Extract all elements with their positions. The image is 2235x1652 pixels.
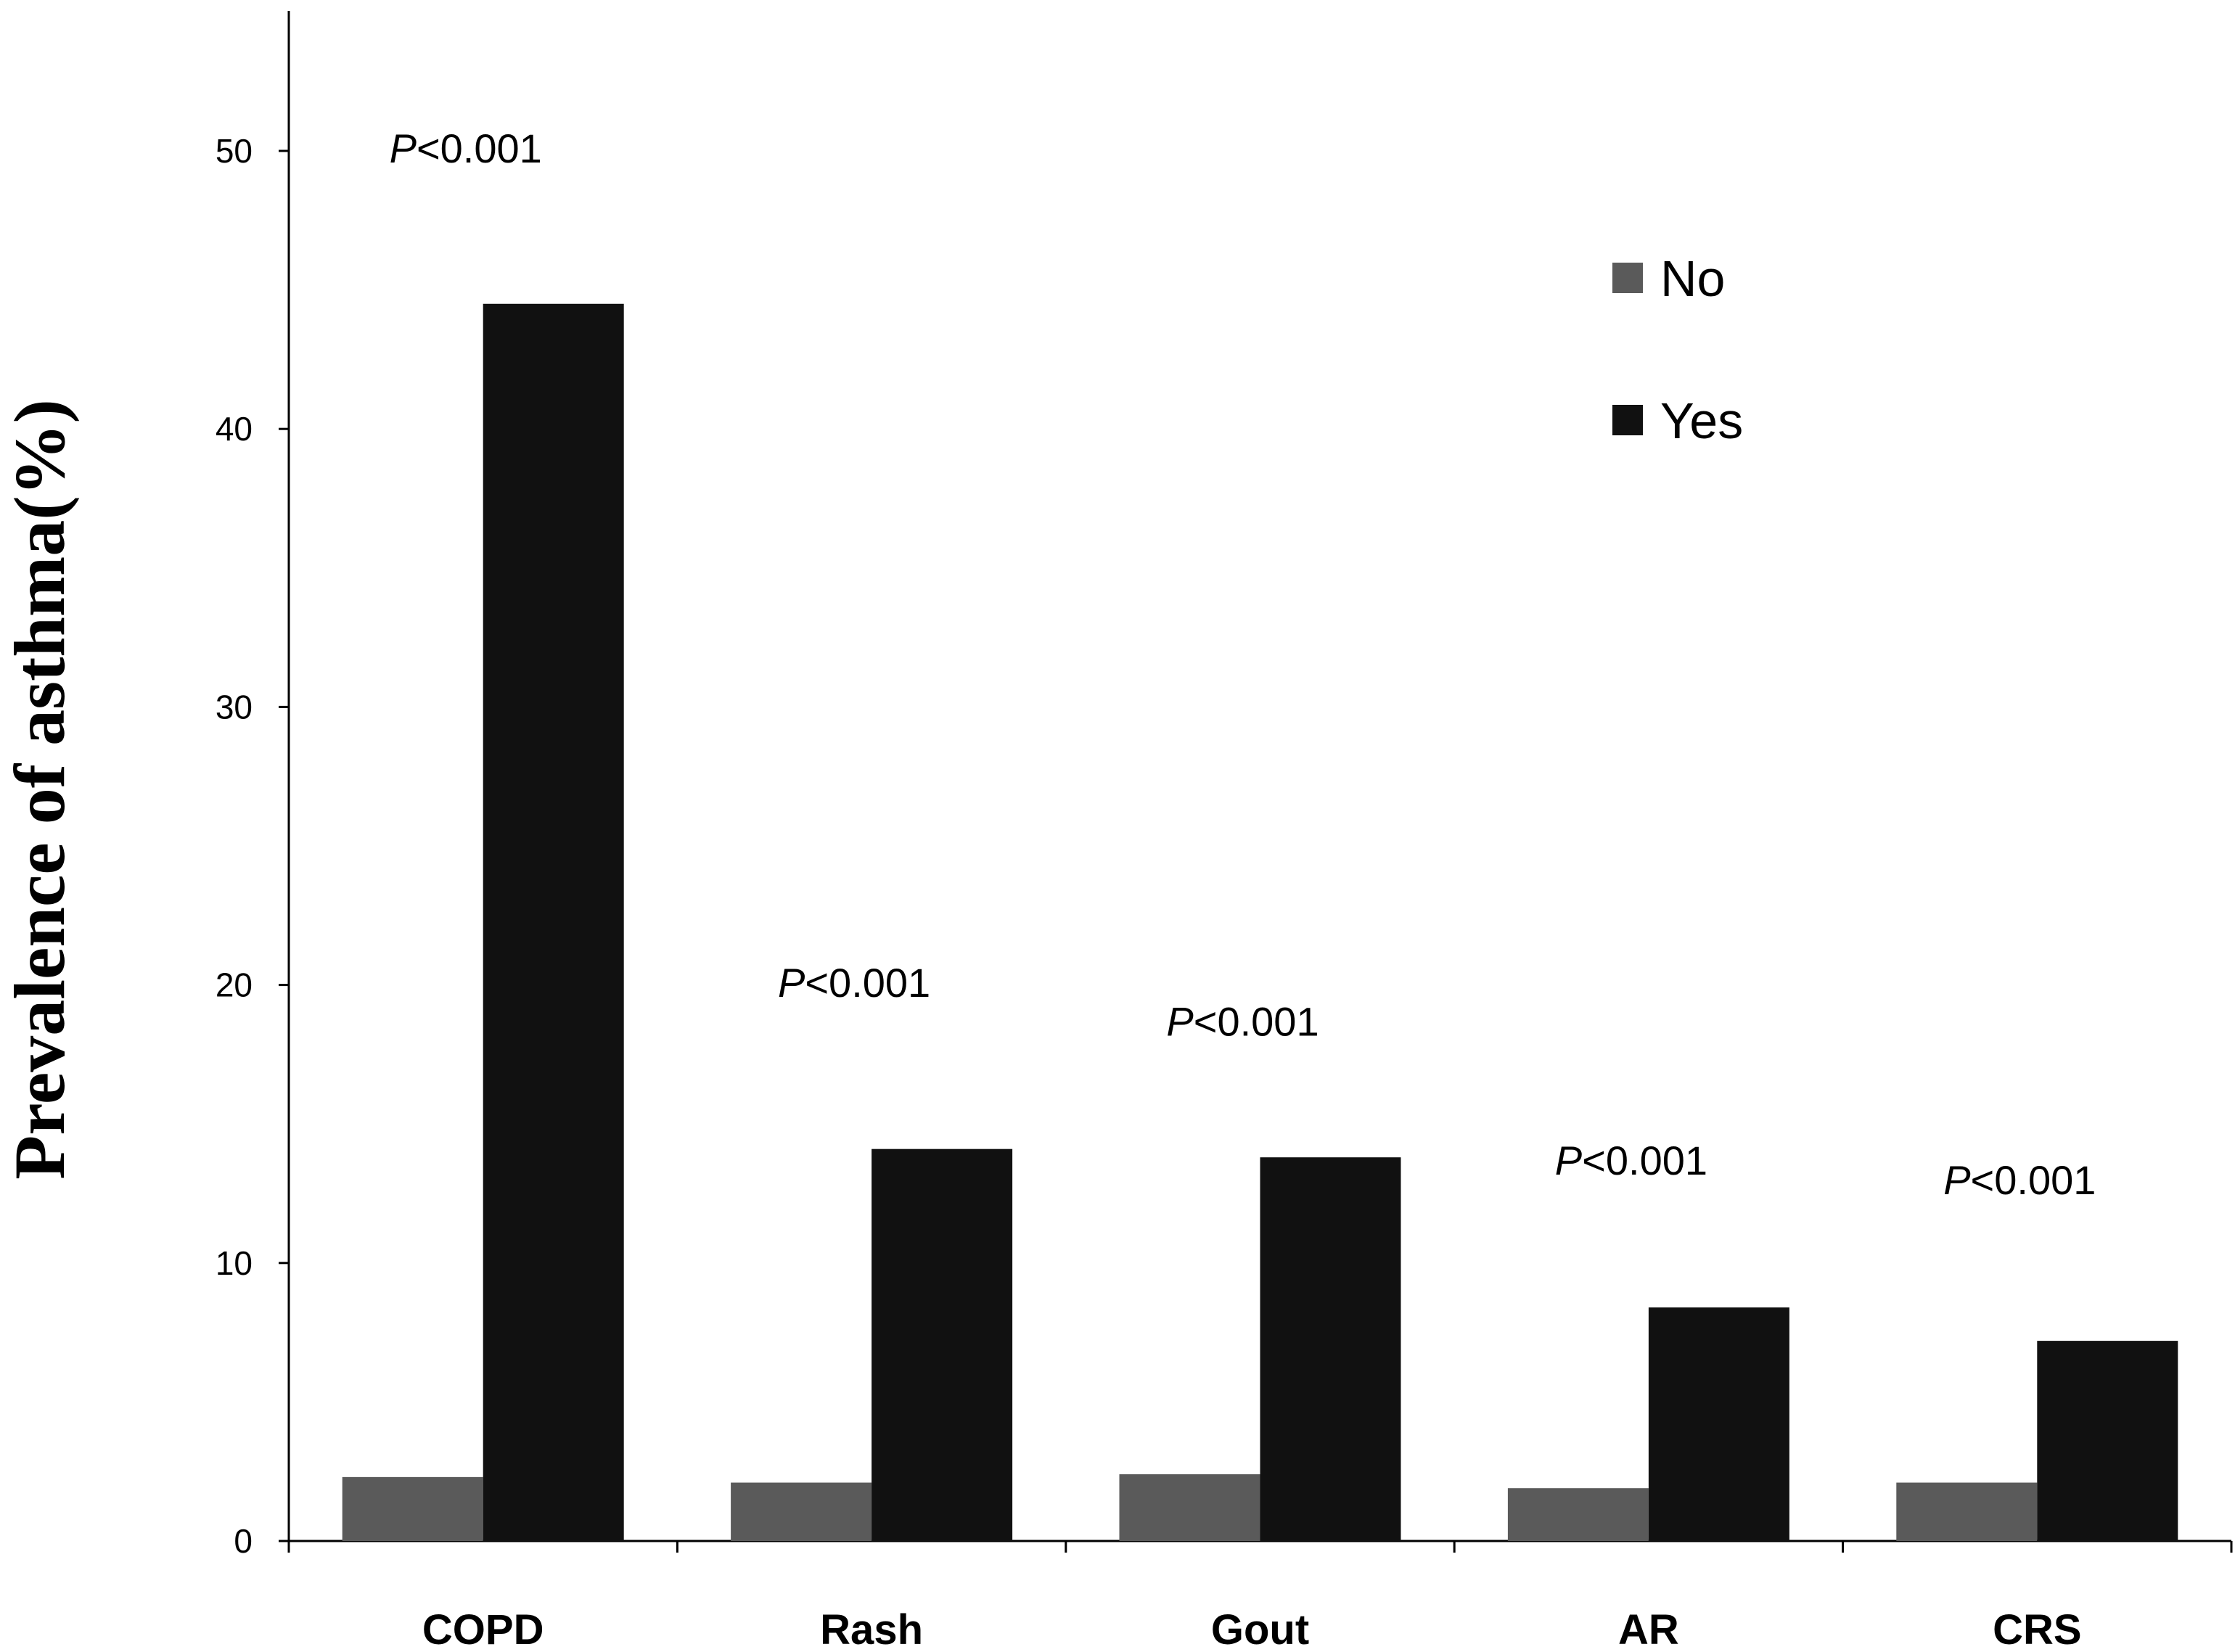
legend-swatch-no [1612,263,1643,293]
bar-no-crs [1896,1482,2038,1541]
p-value-label: P<0.001 [778,960,930,1006]
legend: No Yes [1612,250,1743,449]
bar-yes-crs [2037,1341,2178,1541]
p-value-label: P<0.001 [1555,1138,1707,1183]
p-value-annotations: P<0.001 P<0.001 P<0.001 P<0.001 P<0.001 [390,126,2096,1203]
bar-yes-ar [1648,1307,1789,1541]
bar-no-gout [1119,1474,1260,1541]
category-label: AR [1618,1606,1679,1652]
category-label: COPD [422,1606,544,1652]
category-label: Rash [820,1606,923,1652]
bar-no-rash [731,1482,872,1541]
y-tick-label: 0 [234,1522,253,1560]
p-value-label: P<0.001 [390,126,542,171]
category-label: CRS [1993,1606,2081,1652]
bar-yes-gout [1260,1157,1401,1541]
y-tick-label: 40 [216,410,253,448]
y-tick-label: 30 [216,688,253,726]
y-tick-label: 50 [216,132,253,170]
p-value-label: P<0.001 [1943,1157,2096,1203]
y-axis: 0 10 20 30 40 50 [216,11,290,1560]
bars [342,303,2178,1541]
bar-yes-rash [872,1148,1013,1541]
bar-no-ar [1507,1488,1649,1541]
category-label: Gout [1211,1606,1309,1652]
x-axis [287,1540,2233,1553]
legend-label-no: No [1660,250,1725,307]
p-value-label: P<0.001 [1166,998,1319,1044]
y-axis-title: Prevalence of asthma(%) [0,399,80,1180]
y-axis-title-group: Prevalence of asthma(%) [0,399,80,1180]
legend-swatch-yes [1612,405,1643,435]
y-tick-label: 10 [216,1244,253,1282]
bar-no-copd [342,1476,483,1541]
legend-label-yes: Yes [1660,393,1743,449]
y-tick-label: 20 [216,966,253,1004]
category-labels: COPD Rash Gout AR CRS [422,1606,2082,1652]
bar-yes-copd [483,303,624,1541]
